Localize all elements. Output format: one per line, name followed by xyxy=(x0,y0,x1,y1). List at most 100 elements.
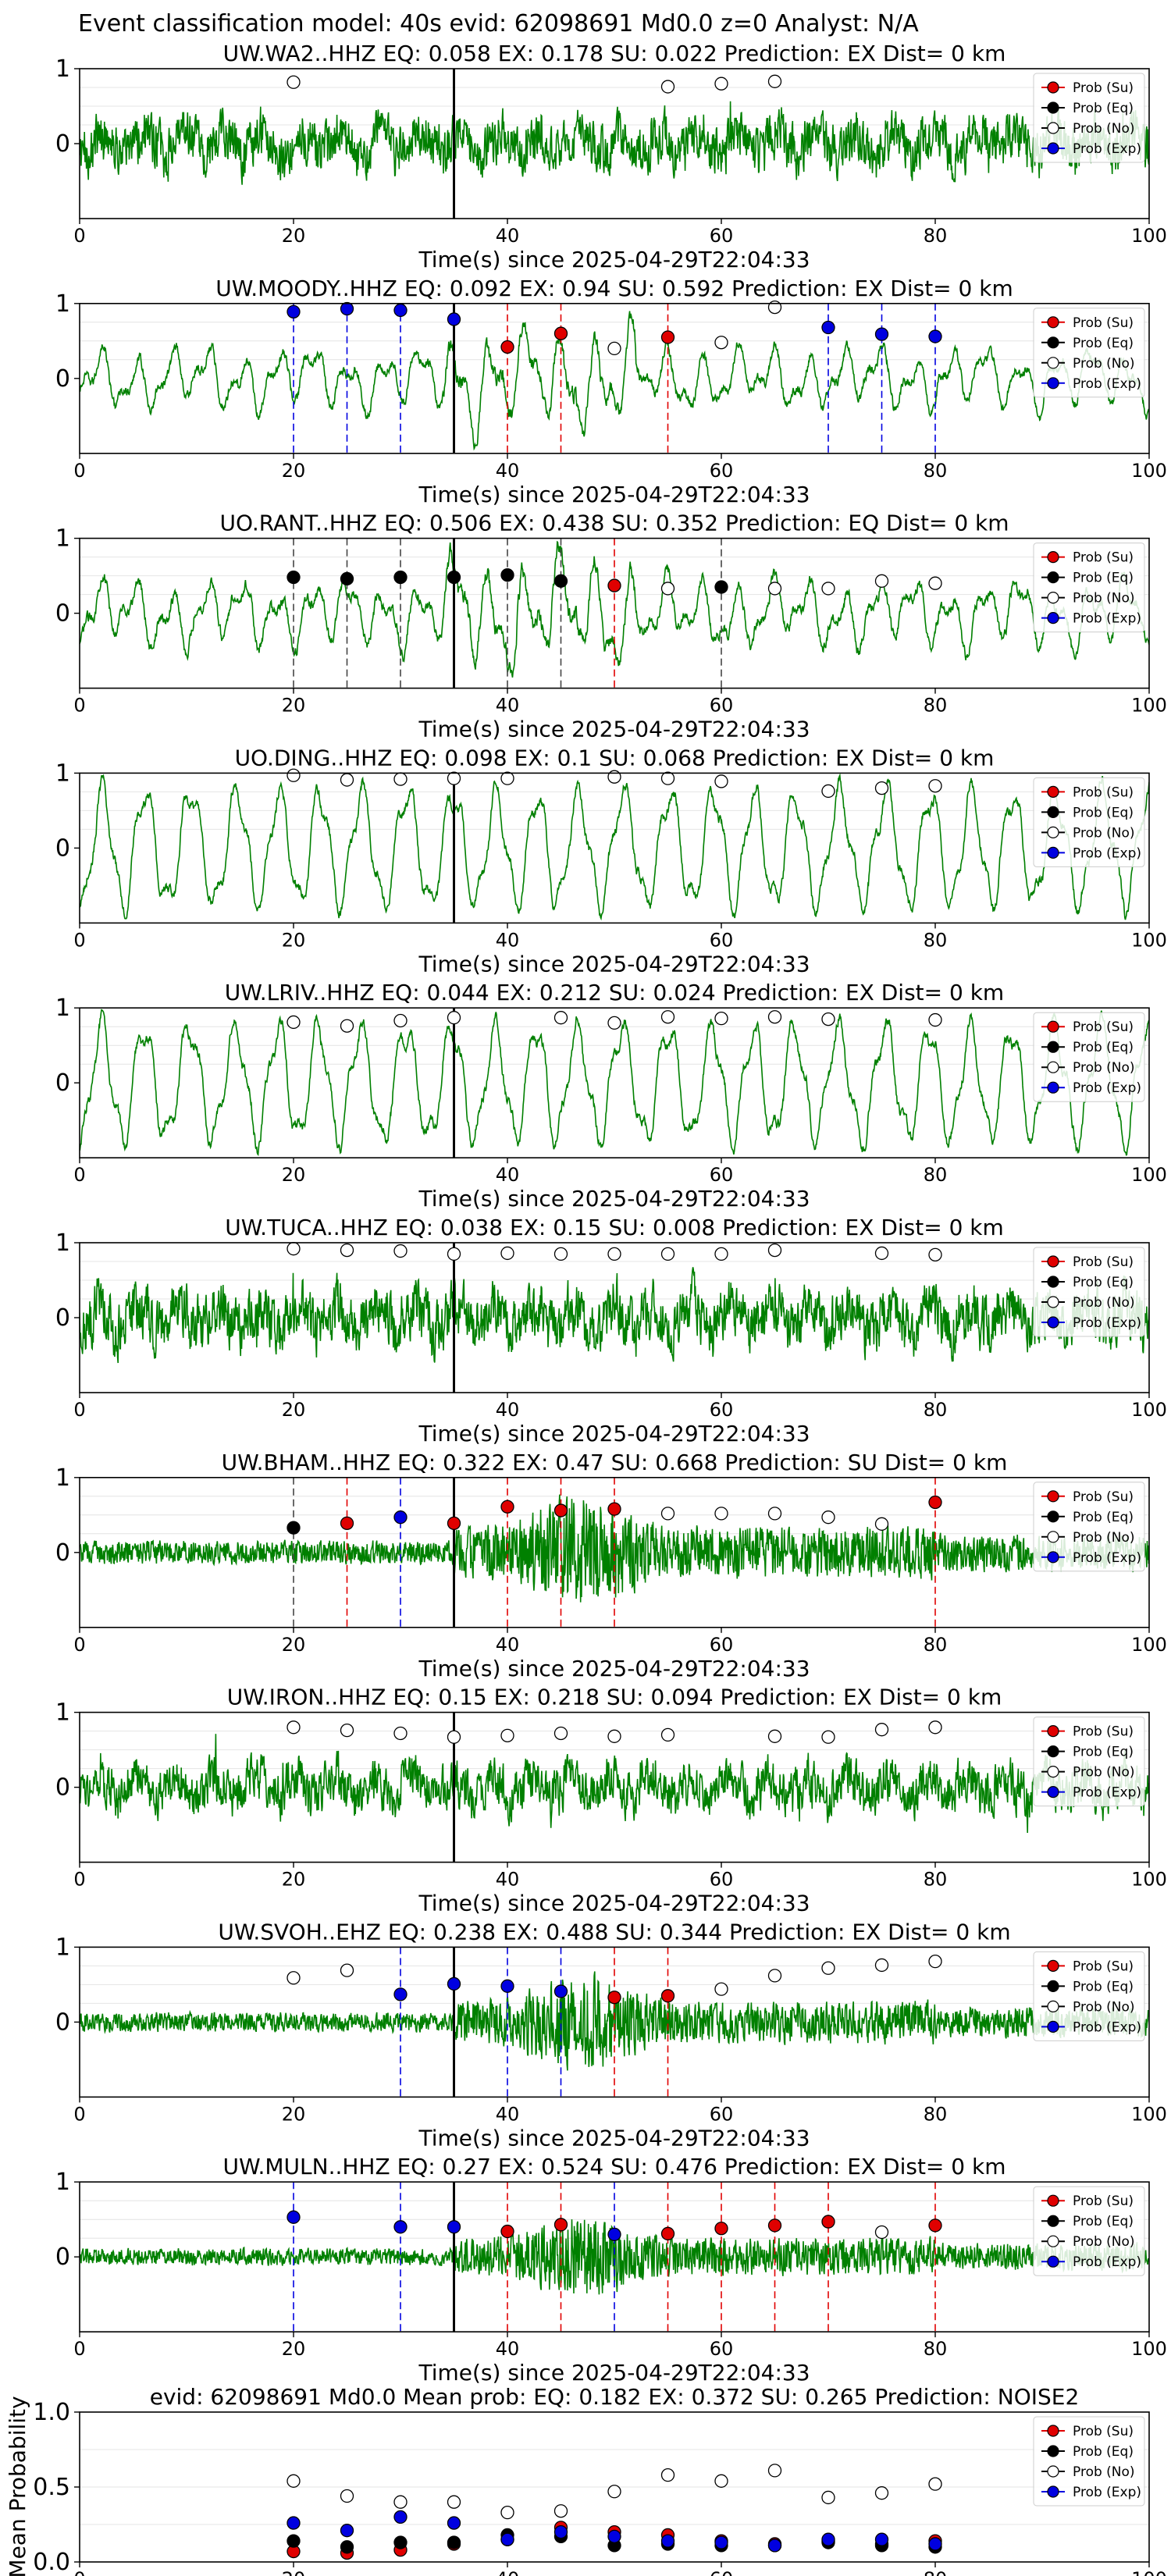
prob-marker-su xyxy=(500,340,514,354)
prob-marker-su xyxy=(607,1991,621,2005)
prob-marker-no xyxy=(714,76,728,91)
legend-marker xyxy=(1047,2215,1059,2227)
prob-marker-su xyxy=(821,2215,835,2229)
x-tick-label: 40 xyxy=(496,695,520,717)
x-tick-label: 40 xyxy=(496,1634,520,1656)
legend-label: Prob (Eq) xyxy=(1073,2214,1134,2229)
x-tick-label: 80 xyxy=(924,929,948,951)
prob-marker-no xyxy=(928,1247,942,1262)
prob-marker-exp xyxy=(447,2220,461,2234)
legend-label: Prob (No) xyxy=(1073,591,1135,607)
prob-marker-no xyxy=(340,773,354,787)
prob-marker-no xyxy=(821,1510,835,1525)
legend-label: Prob (Eq) xyxy=(1073,101,1134,116)
x-tick-label: 0 xyxy=(73,2568,85,2576)
x-tick-label: 20 xyxy=(282,929,306,951)
x-axis-label: Time(s) since 2025-04-29T22:04:33 xyxy=(418,951,810,977)
prob-marker-no xyxy=(447,2495,461,2509)
x-tick-label: 0 xyxy=(73,2338,85,2360)
legend-label: Prob (Exp) xyxy=(1073,376,1141,392)
y-axis-label: Mean Probability xyxy=(5,2396,30,2576)
x-tick-label: 20 xyxy=(282,695,306,717)
x-tick-label: 80 xyxy=(924,2568,948,2576)
prob-marker-no xyxy=(607,341,621,356)
prob-marker-no xyxy=(660,1507,675,1521)
legend-marker xyxy=(1047,2255,1059,2268)
plot-area xyxy=(80,1947,1149,2097)
prob-marker-no xyxy=(660,582,675,596)
prob-marker-no xyxy=(874,781,889,795)
legend-label: Prob (Exp) xyxy=(1073,845,1141,861)
legend-label: Prob (No) xyxy=(1073,1999,1135,2015)
x-tick-label: 100 xyxy=(1131,1634,1167,1656)
waveform-trace xyxy=(80,2219,1149,2295)
prob-marker-no xyxy=(607,1247,621,1261)
waveform-trace xyxy=(80,773,1149,921)
legend-marker xyxy=(1047,550,1059,564)
x-tick-label: 60 xyxy=(710,2338,734,2360)
legend-marker xyxy=(1047,806,1059,819)
legend-marker xyxy=(1047,1490,1059,1503)
prob-marker-exp xyxy=(928,2537,942,2551)
legend-marker xyxy=(1047,1041,1059,1053)
prob-marker-eq xyxy=(500,568,514,582)
prob-marker-no xyxy=(340,1723,354,1738)
legend-marker xyxy=(1047,2235,1059,2247)
x-tick-label: 40 xyxy=(496,1164,520,1186)
waveform-trace xyxy=(80,1267,1149,1364)
prob-marker-no xyxy=(660,1010,675,1024)
panel-title: UW.BHAM..HHZ EQ: 0.322 EX: 0.47 SU: 0.66… xyxy=(222,1450,1008,1475)
prob-marker-exp xyxy=(500,2532,514,2546)
x-tick-label: 60 xyxy=(710,225,734,247)
legend-box xyxy=(1033,1247,1145,1337)
panel-title: evid: 62098691 Md0.0 Mean prob: EQ: 0.18… xyxy=(150,2384,1080,2410)
panels: UW.WA2..HHZ EQ: 0.058 EX: 0.178 SU: 0.02… xyxy=(5,41,1167,2576)
legend-marker xyxy=(1047,611,1059,624)
prob-marker-no xyxy=(767,1969,782,1983)
prob-marker-exp xyxy=(714,2535,728,2549)
legend-label: Prob (Eq) xyxy=(1073,1979,1134,1994)
prob-marker-no xyxy=(714,1011,728,1026)
prob-marker-no xyxy=(821,1012,835,1026)
x-tick-label: 100 xyxy=(1131,1869,1167,1891)
legend-label: Prob (Su) xyxy=(1073,1254,1134,1270)
legend-marker xyxy=(1047,1296,1059,1308)
x-tick-label: 100 xyxy=(1131,460,1167,482)
prob-marker-no xyxy=(714,1247,728,1261)
x-tick-label: 40 xyxy=(496,929,520,951)
legend-marker xyxy=(1047,1276,1059,1288)
plot-area xyxy=(80,538,1149,688)
prob-marker-no xyxy=(393,1726,408,1741)
prob-marker-no xyxy=(821,1961,835,1975)
legend-marker xyxy=(1047,377,1059,390)
prob-marker-no xyxy=(874,2225,889,2240)
y-tick-label: 1 xyxy=(55,1464,70,1492)
x-tick-label: 20 xyxy=(282,1634,306,1656)
legend-marker xyxy=(1047,571,1059,584)
prob-marker-su xyxy=(553,326,568,340)
prob-marker-no xyxy=(287,2474,301,2488)
legend-marker xyxy=(1047,1959,1059,1972)
legend-label: Prob (Su) xyxy=(1073,2194,1134,2209)
legend-label: Prob (Su) xyxy=(1073,315,1134,331)
legend-label: Prob (Eq) xyxy=(1073,1510,1134,1525)
legend-label: Prob (Exp) xyxy=(1073,1080,1141,1096)
x-tick-label: 60 xyxy=(710,1634,734,1656)
legend-marker xyxy=(1047,1255,1059,1268)
x-axis-label: Time(s) since 2025-04-29T22:04:33 xyxy=(418,247,810,272)
y-tick-label: 1 xyxy=(55,2169,70,2196)
prob-marker-no xyxy=(928,1720,942,1735)
y-tick-label: 0 xyxy=(55,1539,70,1567)
legend-marker xyxy=(1047,2445,1059,2457)
legend-marker xyxy=(1047,846,1059,859)
mean-probability-panel: evid: 62098691 Md0.0 Mean prob: EQ: 0.18… xyxy=(5,2384,1167,2576)
x-tick-label: 100 xyxy=(1131,2338,1167,2360)
prob-marker-no xyxy=(767,1729,782,1743)
x-tick-label: 100 xyxy=(1131,1164,1167,1186)
station-panel: UW.LRIV..HHZ EQ: 0.044 EX: 0.212 SU: 0.0… xyxy=(55,980,1167,1212)
prob-marker-no xyxy=(553,2504,568,2518)
plot-area xyxy=(80,2182,1149,2332)
legend-label: Prob (Exp) xyxy=(1073,141,1141,157)
prob-marker-no xyxy=(928,2477,942,2491)
x-tick-label: 0 xyxy=(73,1634,85,1656)
